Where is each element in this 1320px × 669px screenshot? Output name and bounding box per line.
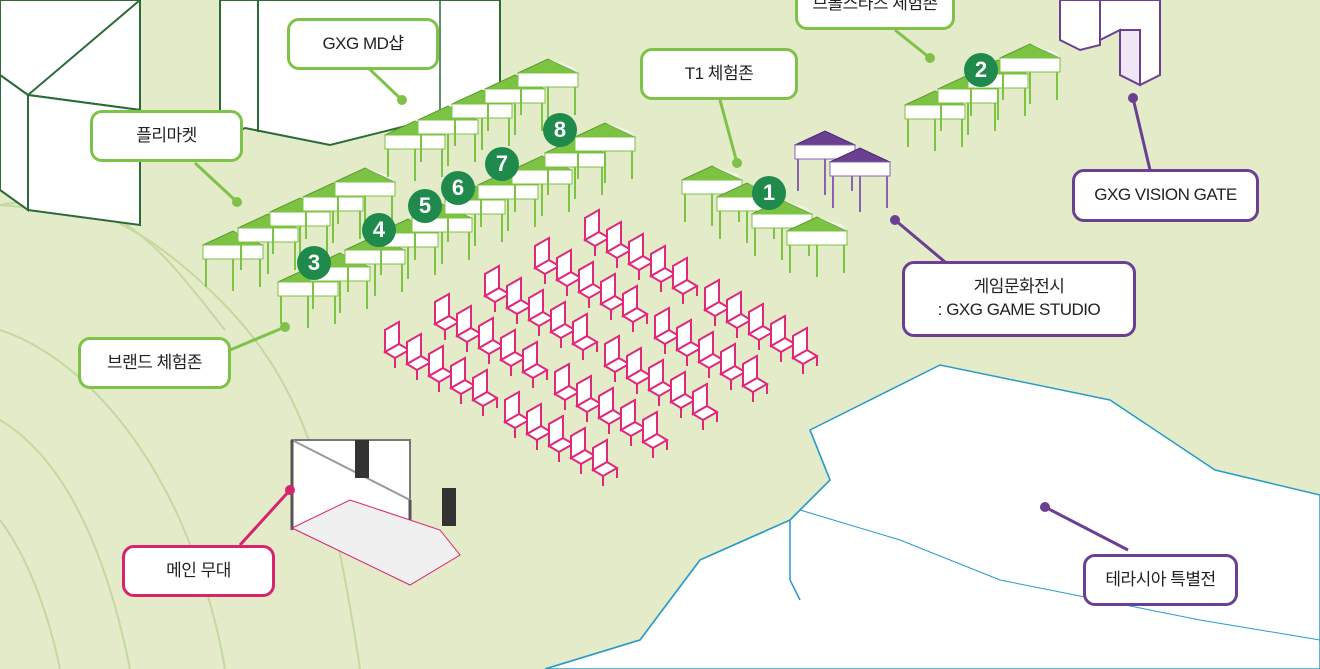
audience-seating [384,209,818,487]
label-text: 브랜드 체험존 [106,352,203,372]
label-text: GXG MD샵 [322,33,404,53]
label-text: T1 체험존 [684,63,754,83]
label-game-culture-exhibit[interactable]: 게임문화전시 : GXG GAME STUDIO [902,261,1136,337]
zone-badge-5: 5 [408,189,442,223]
label-text: 테라시아 특별전 [1105,569,1216,589]
label-text: 메인 무대 [166,560,231,580]
zone-badge-8: 8 [543,113,577,147]
label-text: 플리마켓 [136,125,197,145]
zone-badge-3: 3 [297,246,331,280]
label-main-stage[interactable]: 메인 무대 [122,545,275,597]
label-gxg-vision-gate[interactable]: GXG VISION GATE [1072,169,1259,222]
zone-badge-2: 2 [964,53,998,87]
label-text: 브롤스타즈 체험존 [812,0,938,13]
main-stage-structure [290,439,461,586]
zone-badge-1: 1 [752,176,786,210]
label-gxg-md-shop[interactable]: GXG MD샵 [287,18,439,70]
zone-badge-4: 4 [362,213,396,247]
label-text: 게임문화전시 : GXG GAME STUDIO [937,277,1101,319]
zone-badge-6: 6 [441,171,475,205]
zone-badge-7: 7 [485,147,519,181]
label-brawl-stars-zone[interactable]: 브롤스타즈 체험존 [795,0,955,30]
label-text: GXG VISION GATE [1094,185,1237,205]
label-terrasia-exhibit[interactable]: 테라시아 특별전 [1083,554,1238,606]
label-brand-zone[interactable]: 브랜드 체험존 [78,337,231,389]
label-t1-zone[interactable]: T1 체험존 [640,48,798,100]
label-flea-market[interactable]: 플리마켓 [90,110,243,162]
